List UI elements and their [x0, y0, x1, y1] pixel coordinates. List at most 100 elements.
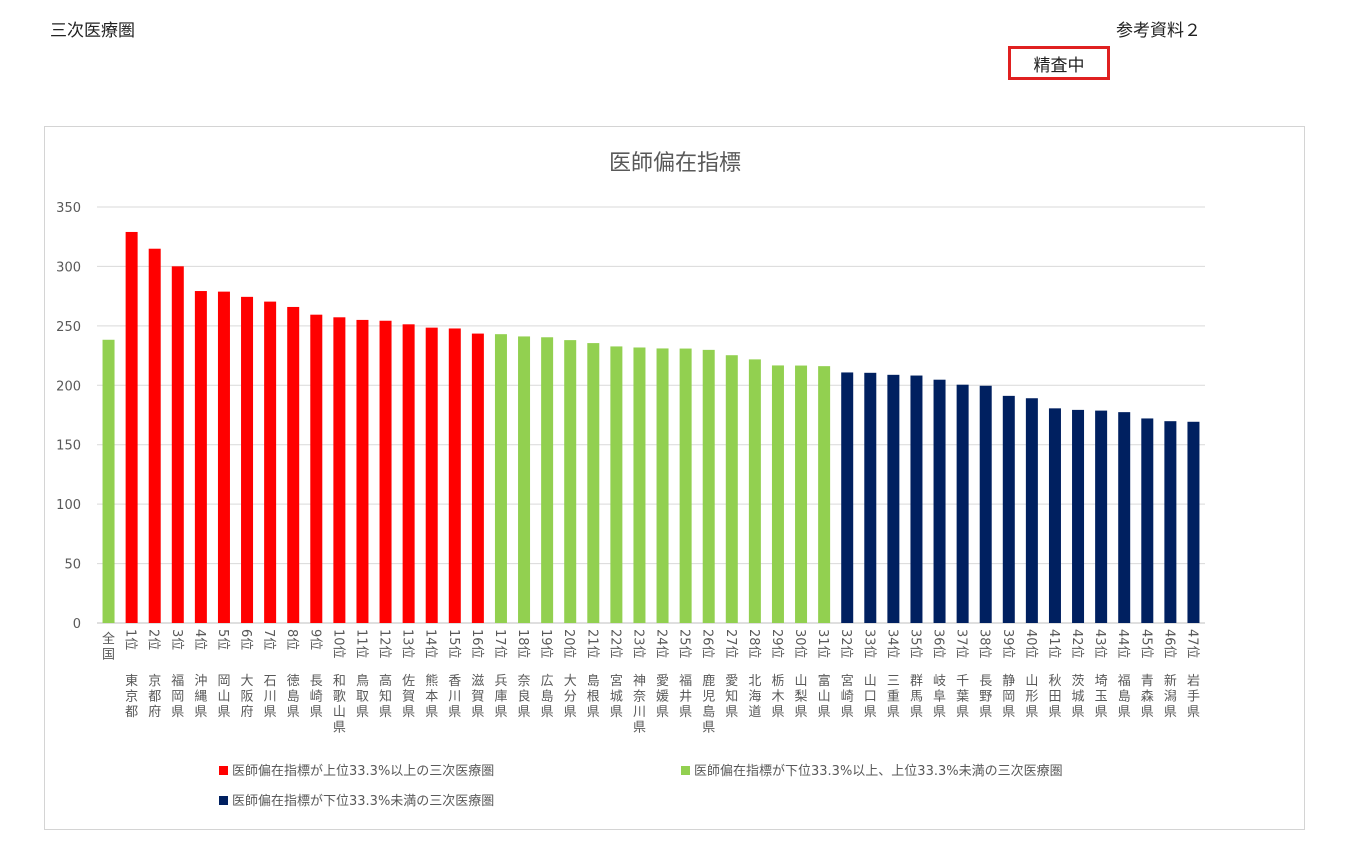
- x-category-label: 青森県: [1141, 674, 1154, 720]
- x-category-label: 新潟県: [1164, 673, 1177, 720]
- bar: [1095, 410, 1108, 623]
- x-rank-label: 6位: [238, 629, 253, 650]
- x-rank-label: 39位: [1000, 629, 1015, 659]
- bar: [333, 317, 346, 623]
- bar: [633, 347, 646, 623]
- bar: [656, 348, 669, 623]
- chart-container: 医師偏在指標 0 50 100 150 200 250 300 350 全国 1位 東京都 2位 京都…: [44, 126, 1305, 830]
- bar: [194, 291, 207, 623]
- bar: [771, 365, 784, 623]
- legend: 医師偏在指標が上位33.3%以上の三次医療圏 医師偏在指標が下位33.3%以上、上…: [219, 763, 1063, 809]
- x-category-label: 全国: [102, 631, 115, 663]
- x-rank-label: 23位: [630, 629, 645, 659]
- x-category-label: 山形県: [1025, 674, 1038, 720]
- x-rank-label: 27位: [723, 629, 738, 659]
- x-category-label: 鳥取県: [356, 674, 369, 720]
- bar: [818, 366, 831, 623]
- x-rank-label: 16位: [469, 629, 484, 659]
- bar: [125, 231, 138, 623]
- x-category-label: 長崎県: [310, 674, 323, 720]
- bar: [494, 334, 507, 623]
- bar: [956, 384, 969, 623]
- y-tick-label: 200: [56, 379, 81, 394]
- x-category-label: 和歌山県: [333, 674, 346, 736]
- x-category-label: 岐阜県: [933, 674, 946, 720]
- bar: [171, 266, 184, 623]
- x-category-label: 宮城県: [610, 673, 623, 720]
- y-axis-ticks: 0 50 100 150 200 250 300 350: [56, 201, 81, 632]
- x-rank-label: 10位: [330, 629, 345, 659]
- x-category-label: 徳島県: [287, 674, 300, 720]
- bar: [1025, 398, 1038, 623]
- x-rank-label: 1位: [123, 629, 138, 650]
- bar: [564, 340, 577, 623]
- under-review-stamp: 精査中: [1008, 46, 1110, 80]
- x-rank-label: 13位: [400, 629, 415, 659]
- bar: [841, 372, 854, 623]
- x-category-label: 埼玉県: [1095, 674, 1108, 720]
- bar: [679, 348, 692, 623]
- x-rank-label: 28位: [746, 629, 761, 659]
- x-rank-label: 7位: [261, 629, 276, 650]
- x-category-label: 大阪府: [241, 674, 254, 720]
- x-rank-label: 36位: [931, 629, 946, 659]
- bar: [425, 327, 438, 623]
- x-category-label: 岩手県: [1187, 674, 1200, 720]
- x-category-label: 福島県: [1118, 674, 1131, 720]
- y-tick-label: 150: [56, 439, 81, 454]
- x-category-label: 佐賀県: [402, 674, 415, 720]
- x-rank-label: 44位: [1115, 629, 1130, 659]
- x-rank-label: 21位: [584, 629, 599, 659]
- x-rank-label: 31位: [815, 629, 830, 659]
- x-category-label: 茨城県: [1072, 674, 1085, 720]
- x-rank-label: 19位: [538, 629, 553, 659]
- x-rank-label: 2位: [146, 629, 161, 650]
- x-category-label: 鹿児島県: [702, 673, 715, 736]
- x-category-label: 愛媛県: [656, 674, 669, 720]
- legend-swatch: [219, 766, 228, 775]
- x-category-label: 奈良県: [518, 674, 531, 720]
- bar: [933, 379, 946, 623]
- bar: [471, 333, 484, 623]
- bar: [587, 343, 600, 623]
- x-rank-label: 29位: [769, 629, 784, 659]
- bar: [702, 349, 715, 623]
- x-category-label: 山口県: [864, 674, 877, 720]
- x-rank-label: 3位: [169, 629, 184, 650]
- x-rank-label: 25位: [677, 629, 692, 659]
- legend-label: 医師偏在指標が下位33.3%以上、上位33.3%未満の三次医療圏: [694, 763, 1063, 779]
- x-category-label: 千葉県: [956, 674, 969, 720]
- bar: [1164, 421, 1177, 623]
- chart-title: 医師偏在指標: [609, 151, 741, 176]
- bar: [979, 385, 992, 623]
- bar: [748, 359, 761, 623]
- x-rank-label: 4位: [192, 629, 207, 650]
- x-category-label: 富山県: [818, 673, 831, 720]
- x-category-label: 香川県: [448, 674, 461, 720]
- x-rank-label: 35位: [907, 629, 922, 659]
- x-category-label: 秋田県: [1048, 674, 1061, 720]
- bar: [148, 248, 161, 623]
- x-category-label: 長野県: [979, 674, 992, 720]
- reference-label: 参考資料２: [1116, 21, 1201, 41]
- x-rank-label: 24位: [654, 629, 669, 659]
- x-category-label: 栃木県: [771, 674, 784, 720]
- x-rank-label: 46位: [1161, 629, 1176, 659]
- bar: [1072, 409, 1085, 623]
- legend-label: 医師偏在指標が下位33.3%未満の三次医療圏: [232, 793, 494, 809]
- x-category-label: 岡山県: [217, 674, 230, 720]
- y-tick-label: 250: [56, 320, 81, 335]
- x-rank-label: 30位: [792, 629, 807, 659]
- x-category-label: 熊本県: [425, 673, 438, 720]
- x-rank-label: 11位: [353, 629, 368, 659]
- bar: [864, 372, 877, 623]
- x-rank-label: 43位: [1092, 629, 1107, 659]
- bar: [1048, 408, 1061, 623]
- bar: [1118, 412, 1131, 623]
- x-rank-label: 37位: [954, 629, 969, 659]
- y-tick-label: 300: [56, 260, 81, 275]
- x-rank-label: 15位: [446, 629, 461, 659]
- bar: [887, 374, 900, 623]
